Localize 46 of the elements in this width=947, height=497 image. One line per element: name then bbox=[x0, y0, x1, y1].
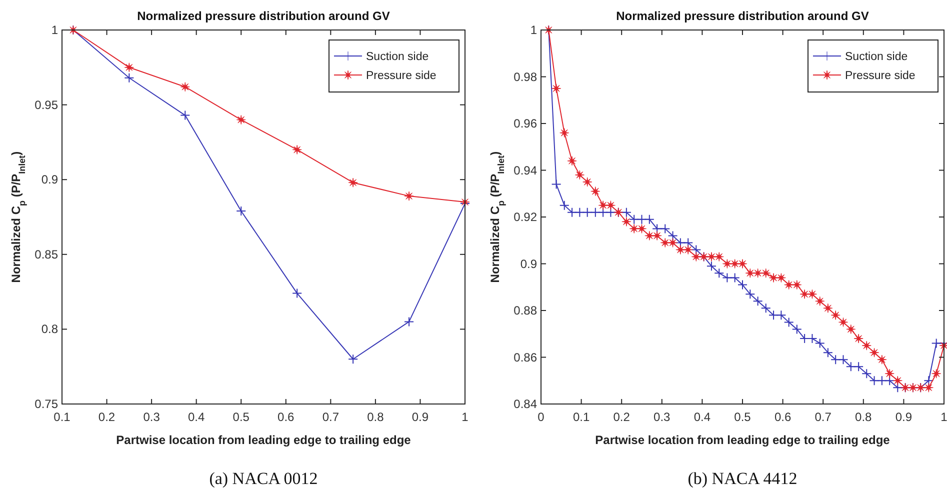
y-tick-label: 0.84 bbox=[514, 397, 538, 411]
legend-label: Suction side bbox=[845, 51, 908, 63]
legend-label: Pressure side bbox=[845, 70, 916, 82]
x-tick-label: 0.1 bbox=[572, 410, 590, 424]
x-tick-label: 0.9 bbox=[895, 410, 912, 424]
x-tick-label: 0.1 bbox=[54, 410, 71, 424]
y-tick-label: 0.94 bbox=[514, 163, 538, 178]
x-tick-label: 1 bbox=[462, 410, 469, 424]
x-tick-label: 0.4 bbox=[694, 410, 711, 424]
legend-label: Pressure side bbox=[366, 70, 436, 82]
x-tick-label: 0.3 bbox=[654, 410, 671, 424]
x-axis-title: Partwise location from leading edge to trailing edge bbox=[595, 433, 890, 447]
y-tick-label: 0.9 bbox=[41, 172, 58, 187]
text: (a) NACA 0012 bbox=[209, 469, 318, 488]
x-tick-label: 0.9 bbox=[412, 410, 429, 424]
y-tick-label: 0.75 bbox=[34, 397, 58, 411]
x-tick-label: 0.6 bbox=[278, 410, 295, 424]
x-tick-label: 0.8 bbox=[367, 410, 384, 424]
x-tick-label: 0.7 bbox=[322, 410, 340, 424]
text: (b) NACA 4412 bbox=[688, 469, 798, 488]
x-tick-label: 0.2 bbox=[98, 410, 116, 424]
y-tick-label: 0.9 bbox=[520, 256, 538, 271]
x-tick-label: 0.8 bbox=[855, 410, 872, 424]
y-tick-label: 0.8 bbox=[41, 322, 58, 336]
y-tick-label: 0.96 bbox=[514, 116, 538, 130]
x-tick-label: 0.3 bbox=[143, 410, 160, 424]
y-tick-label: 0.92 bbox=[514, 210, 538, 224]
x-tick-label: 0.7 bbox=[814, 410, 832, 424]
x-tick-label: 1 bbox=[940, 410, 947, 424]
y-tick-label: 0.86 bbox=[514, 350, 538, 364]
y-tick-label: 1 bbox=[51, 23, 58, 37]
y-tick-label: 0.98 bbox=[514, 70, 538, 84]
x-tick-label: 0.6 bbox=[774, 410, 792, 424]
x-tick-label: 0.5 bbox=[232, 410, 250, 424]
chart-title: Normalized pressure distribution around GV bbox=[137, 9, 390, 23]
x-tick-label: 0.4 bbox=[188, 410, 205, 424]
x-tick-label: 0.2 bbox=[613, 410, 630, 424]
chart-title: Normalized pressure distribution around GV bbox=[616, 9, 869, 23]
y-tick-label: 0.88 bbox=[514, 304, 538, 318]
x-tick-label: 0 bbox=[538, 410, 545, 424]
y-tick-label: 0.85 bbox=[34, 247, 58, 262]
x-tick-label: 0.5 bbox=[734, 410, 752, 424]
y-tick-label: 1 bbox=[530, 23, 538, 37]
y-tick-label: 0.95 bbox=[34, 98, 58, 112]
legend-label: Suction side bbox=[366, 51, 429, 63]
x-axis-title: Partwise location from leading edge to trailing edge bbox=[116, 433, 412, 447]
